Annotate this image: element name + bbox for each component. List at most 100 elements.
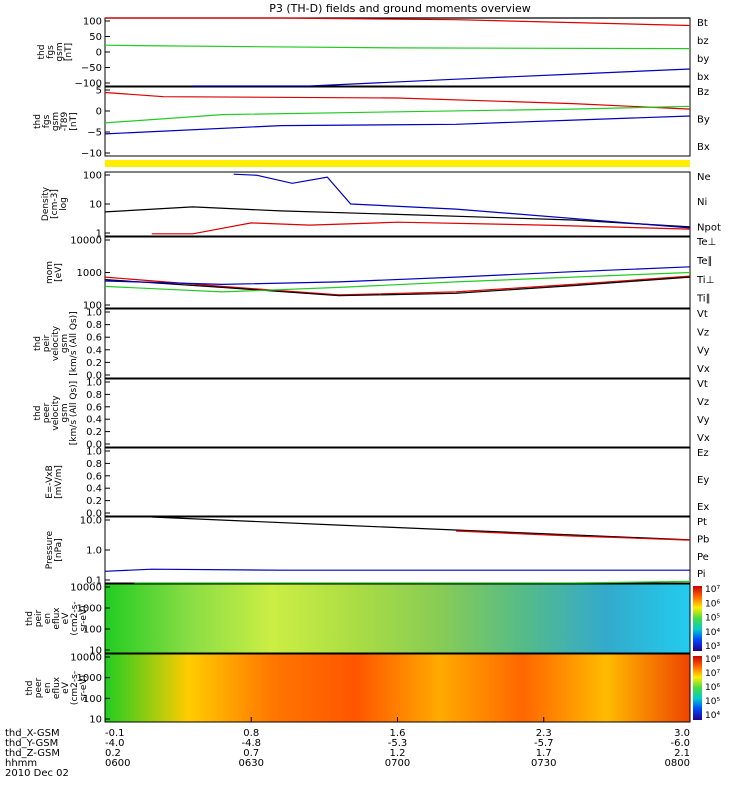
svg-text:gsm: gsm xyxy=(51,112,61,131)
svg-text:eflux: eflux xyxy=(52,607,62,630)
panel-5: 1.00.8 0.60.4 0.2 0.0 thd peir velocity gsm [km/… xyxy=(33,308,710,382)
y-tick-label: 0.4 xyxy=(86,345,102,356)
legend-item: Vt xyxy=(697,379,708,390)
svg-text:gsm: gsm xyxy=(55,42,65,61)
y-tick-label: 1.0 xyxy=(86,308,102,319)
y-tick-label: 1 xyxy=(96,229,102,240)
panel-6: 1.00.80.6 0.40.2 0.0 thd peer velocity gsm [km/… xyxy=(33,378,710,451)
legend-item: Vz xyxy=(697,327,709,338)
y-tick-label: 10 xyxy=(89,646,102,657)
series-line xyxy=(104,266,691,286)
y-axis-label: Pressure [nPa] xyxy=(45,530,64,569)
series-line xyxy=(104,44,691,50)
legend-item: By xyxy=(697,114,710,125)
x-tick-label: 0700 xyxy=(385,758,410,769)
panel-frame xyxy=(104,516,691,584)
svg-text:thd: thd xyxy=(25,681,35,696)
y-tick-label: 0.2 xyxy=(86,427,102,438)
y-tick-label: 1000 xyxy=(77,268,102,279)
y-tick-label: 0.0 xyxy=(86,509,102,520)
svg-text:en: en xyxy=(43,682,53,693)
series-line xyxy=(192,68,691,87)
x-tick-label: 0630 xyxy=(239,758,264,769)
svg-text:peer: peer xyxy=(34,677,44,698)
y-tick-label: 100 xyxy=(83,625,102,636)
y-tick-label: 1.0 xyxy=(86,378,102,389)
legend-item: Ey xyxy=(697,475,709,486)
panel-frame xyxy=(104,378,691,448)
colorbar-tick-label: 10⁷ xyxy=(705,585,720,595)
colorbar xyxy=(693,656,702,720)
legend-item: Vt xyxy=(697,309,708,320)
legend-item: Te⊥ xyxy=(696,237,716,248)
series-line xyxy=(151,221,691,235)
panel-4: 10000 1000 100 mom [eV] Te⊥ Te∥ Ti⊥ Ti∥ xyxy=(45,236,716,312)
y-tick-label: 0.8 xyxy=(86,390,102,401)
panel-2: 5 0 −5 −10 thd fgs gsm -T89 [nT] Bz By Bx xyxy=(33,86,710,160)
colorbar-tick-label: 10⁴ xyxy=(705,711,720,721)
svg-text:(cm2-s-: (cm2-s- xyxy=(70,671,80,705)
x-tick-label: 1.2 xyxy=(390,748,406,759)
y-axis-label: E=-VxB [mV/m] xyxy=(45,465,64,499)
svg-text:[nPa]: [nPa] xyxy=(54,538,64,561)
y-axis-label: Density [cm-3] log xyxy=(41,186,69,221)
svg-text:peir: peir xyxy=(42,334,52,352)
quality-flag-bar xyxy=(105,160,690,167)
x-tick-label: 0730 xyxy=(531,758,556,769)
svg-text:eV: eV xyxy=(61,681,71,694)
x-row-label: thd_Y-GSM xyxy=(5,738,58,749)
y-tick-label: 10 xyxy=(89,715,102,726)
legend-item: Vx xyxy=(697,433,710,444)
x-tick-label: 1.6 xyxy=(390,728,406,739)
y-tick-label: 0.0 xyxy=(86,371,102,382)
y-tick-label: 100 xyxy=(83,301,102,312)
x-tick-label: 2.3 xyxy=(536,728,552,739)
panel-frame xyxy=(104,583,691,654)
panel-7: 1.00.80.6 0.40.2 0.0 E=-VxB [mV/m] Ez Ey Ex xyxy=(45,447,709,520)
x-tick-label: 3.0 xyxy=(674,728,690,739)
y-axis-label: mom [eV] xyxy=(45,261,64,284)
svg-text:thd: thd xyxy=(37,45,47,60)
svg-text:Density: Density xyxy=(41,186,51,221)
x-row-label: 2010 Dec 02 xyxy=(5,768,69,779)
figure-title: P3 (TH-D) fields and ground moments over… xyxy=(269,2,531,15)
panel-frame xyxy=(104,17,691,87)
svg-text:eV: eV xyxy=(61,612,71,625)
colorbar-tick-label: 10³ xyxy=(705,642,720,652)
colorbar-tick-label: 10⁴ xyxy=(705,628,720,638)
spectrogram xyxy=(105,654,690,722)
legend-item: Pb xyxy=(697,534,709,545)
svg-text:mom: mom xyxy=(45,261,55,284)
x-row-label: thd_X-GSM xyxy=(5,728,60,739)
legend-item: Ni xyxy=(697,197,707,208)
svg-text:velocity: velocity xyxy=(51,325,61,361)
legend-item: Bz xyxy=(697,87,709,98)
x-row-label: thd_Z-GSM xyxy=(5,748,60,759)
y-tick-label: 0.0 xyxy=(86,440,102,451)
svg-text:[nT]: [nT] xyxy=(64,43,74,61)
svg-text:sr-eV): sr-eV) xyxy=(79,605,89,631)
x-tick-label: -5.7 xyxy=(534,738,554,749)
series-line xyxy=(233,173,691,229)
svg-text:[cm-3]: [cm-3] xyxy=(50,189,60,219)
legend-item: Ex xyxy=(697,502,709,513)
series-line xyxy=(104,271,691,293)
svg-text:eflux: eflux xyxy=(52,676,62,699)
y-tick-label: 0.6 xyxy=(86,471,102,482)
y-tick-label: 0.4 xyxy=(86,484,102,495)
x-row-label: hhmm xyxy=(5,758,37,769)
series-line xyxy=(104,105,691,124)
colorbar-tick-label: 10⁶ xyxy=(705,683,720,693)
legend-item: Vz xyxy=(697,397,709,408)
svg-text:[eV]: [eV] xyxy=(54,263,64,282)
x-tick-label: -4.0 xyxy=(105,738,125,749)
svg-text:log: log xyxy=(59,197,69,211)
y-tick-label: −10 xyxy=(81,149,102,160)
legend-item: bx xyxy=(697,72,709,83)
colorbar-tick-label: 10⁵ xyxy=(705,614,720,624)
svg-text:[km/s (All Qs)]: [km/s (All Qs)] xyxy=(69,381,79,445)
y-tick-label: 10 xyxy=(89,200,102,211)
legend-item: Pi xyxy=(697,569,706,580)
